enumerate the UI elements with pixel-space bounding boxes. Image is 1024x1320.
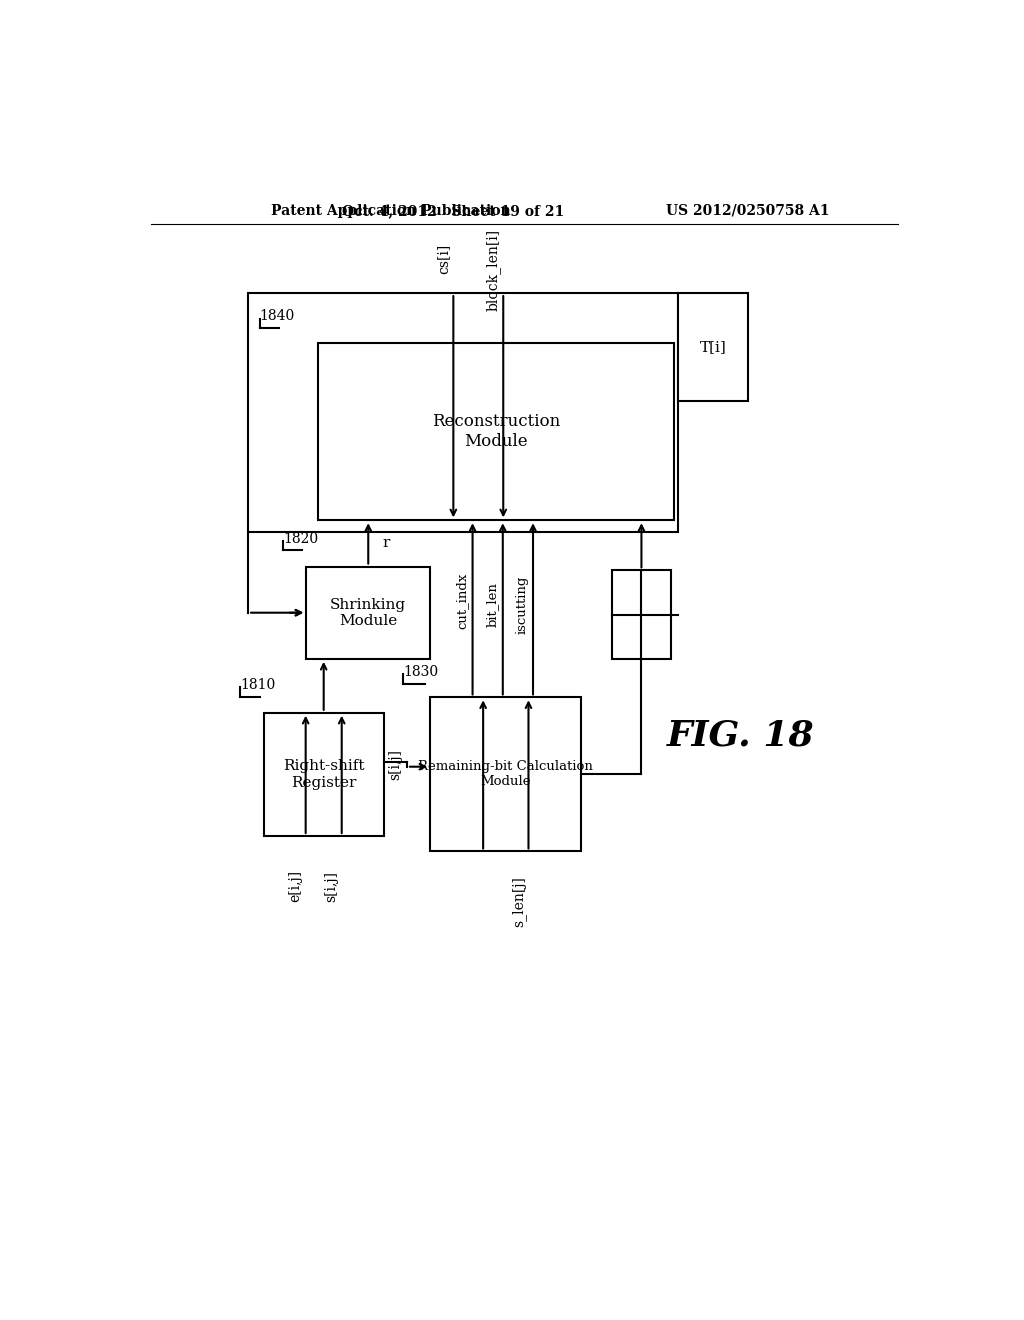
Text: US 2012/0250758 A1: US 2012/0250758 A1 bbox=[667, 203, 829, 218]
Text: r: r bbox=[382, 536, 389, 550]
Text: s[i,j]: s[i,j] bbox=[388, 748, 402, 780]
Text: s_len[j]: s_len[j] bbox=[511, 876, 526, 927]
Bar bbox=[248, 293, 678, 532]
Text: block_len[i]: block_len[i] bbox=[485, 228, 501, 312]
Text: Remaining-bit Calculation
Module: Remaining-bit Calculation Module bbox=[419, 760, 593, 788]
Text: 1820: 1820 bbox=[283, 532, 318, 546]
Text: 1830: 1830 bbox=[403, 665, 438, 678]
Text: Oct. 4, 2012   Sheet 19 of 21: Oct. 4, 2012 Sheet 19 of 21 bbox=[342, 203, 564, 218]
Bar bbox=[430, 697, 582, 851]
Text: e[i,j]: e[i,j] bbox=[289, 870, 303, 902]
Bar bbox=[612, 570, 671, 659]
Text: Shrinking
Module: Shrinking Module bbox=[330, 598, 407, 628]
Text: bit_len: bit_len bbox=[485, 582, 499, 627]
Text: Reconstruction
Module: Reconstruction Module bbox=[432, 413, 560, 450]
Text: cut_indx: cut_indx bbox=[456, 573, 468, 630]
Text: Right-shift
Register: Right-shift Register bbox=[283, 759, 365, 789]
Text: cs[i]: cs[i] bbox=[436, 243, 451, 273]
Bar bbox=[317, 343, 675, 520]
Text: T[i]: T[i] bbox=[699, 341, 726, 354]
Bar bbox=[263, 713, 384, 836]
Text: iscutting: iscutting bbox=[516, 576, 528, 634]
Text: s[i,j]: s[i,j] bbox=[325, 871, 339, 902]
Text: 1840: 1840 bbox=[260, 309, 295, 323]
Bar bbox=[678, 293, 748, 401]
Text: 1810: 1810 bbox=[241, 678, 275, 692]
Bar bbox=[306, 566, 430, 659]
Text: Patent Application Publication: Patent Application Publication bbox=[271, 203, 511, 218]
Text: FIG. 18: FIG. 18 bbox=[667, 719, 814, 752]
